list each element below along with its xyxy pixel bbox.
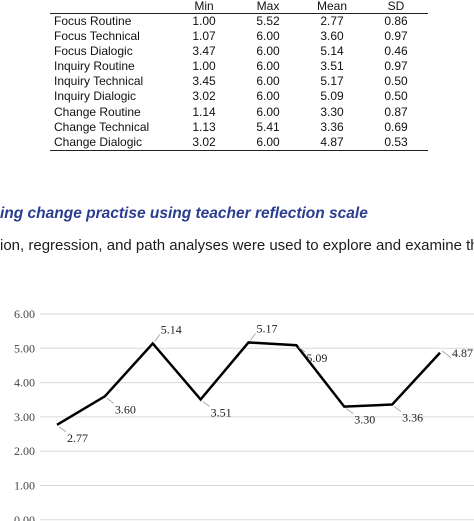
chart-gridlines: [40, 313, 474, 521]
table-row: Change Routine 1.14 6.00 3.30 0.87: [50, 105, 428, 120]
data-label: 3.30: [354, 413, 375, 427]
row-label: Focus Dialogic: [54, 44, 133, 59]
cell: 0.50: [384, 89, 408, 104]
cell: 6.00: [256, 104, 280, 119]
y-tick-label: 4.00: [14, 376, 35, 390]
cell: 0.87: [384, 104, 408, 119]
data-label-leader: [346, 408, 354, 414]
header-cell-min: Min: [172, 0, 236, 14]
data-label-leader: [106, 397, 115, 404]
cell: 5.52: [256, 14, 280, 28]
y-tick-label: 3.00: [14, 410, 35, 424]
data-label: 3.51: [211, 405, 232, 419]
mean-scores-line-chart: 6.00 5.00 4.00 3.00 2.00 1.00 0.00 2.77 3.60 5.1…: [14, 307, 474, 521]
cell: 2.77: [320, 14, 344, 28]
table-header-row: Min Max Mean SD: [50, 0, 428, 14]
cell: 6.00: [256, 89, 280, 104]
data-label-leader: [250, 333, 256, 341]
data-label: 3.36: [402, 411, 423, 425]
cell: 5.41: [256, 119, 280, 134]
cell: 3.30: [320, 104, 344, 119]
row-label: Change Dialogic: [50, 134, 172, 151]
table-row: Focus Technical 1.07 6.00 3.60 0.97: [50, 29, 428, 44]
cell: 1.13: [192, 119, 216, 134]
table-row: Change Technical 1.13 5.41 3.36 0.69: [50, 120, 428, 135]
header-cell-max: Max: [236, 0, 300, 14]
cell: 3.02: [172, 134, 236, 151]
data-label: 4.87: [452, 346, 473, 360]
header-cell-sd: SD: [364, 0, 428, 14]
cell: 3.51: [320, 59, 344, 74]
cell: 0.50: [384, 74, 408, 89]
cell: 3.45: [192, 74, 216, 89]
cell: 4.87: [300, 134, 364, 151]
row-label: Change Technical: [54, 119, 150, 134]
cell: 0.46: [384, 44, 408, 59]
cell: 0.97: [384, 59, 408, 74]
cell: 3.36: [320, 119, 344, 134]
cell: 6.00: [236, 134, 300, 151]
cell: 1.14: [192, 104, 216, 119]
cell: 6.00: [256, 44, 280, 59]
data-label-leader: [298, 346, 306, 353]
descriptive-stats-table: Min Max Mean SD Focus Routine 1.00 5.52 …: [50, 0, 428, 151]
cell: 5.14: [320, 44, 344, 59]
row-label: Focus Routine: [54, 14, 132, 28]
table-row: Focus Routine 1.00 5.52 2.77 0.86: [50, 14, 428, 30]
data-label: 3.60: [115, 402, 136, 416]
header-cell: [50, 0, 172, 14]
data-label: 5.09: [306, 351, 327, 365]
cell: 3.02: [192, 89, 216, 104]
chart-series: [56, 341, 441, 426]
row-label: Inquiry Technical: [54, 74, 144, 89]
cell: 6.00: [256, 59, 280, 74]
data-label: 5.14: [161, 322, 182, 336]
cell: 1.00: [192, 14, 216, 28]
cell: 1.00: [192, 59, 216, 74]
cell: 0.97: [384, 29, 408, 44]
data-label: 2.77: [67, 431, 88, 445]
data-label-leader: [441, 350, 452, 359]
cell: 1.07: [192, 29, 216, 44]
y-tick-label: 1.00: [14, 479, 35, 493]
series-line: [56, 341, 441, 426]
cell: 6.00: [256, 29, 280, 44]
header-cell-mean: Mean: [300, 0, 364, 14]
cell: 3.60: [320, 29, 344, 44]
cell: 5.09: [320, 89, 344, 104]
y-axis-ticks: 6.00 5.00 4.00 3.00 2.00 1.00 0.00: [14, 307, 35, 521]
data-label-leader: [154, 334, 161, 342]
data-label-leader: [202, 401, 210, 407]
table-row: Inquiry Technical 3.45 6.00 5.17 0.50: [50, 74, 428, 89]
table-row: Inquiry Dialogic 3.02 6.00 5.09 0.50: [50, 89, 428, 104]
data-label-leader: [58, 426, 67, 433]
data-labels: 2.77 3.60 5.14 3.51 5.17 5.09 3.30 3.36 4.87: [58, 321, 473, 445]
y-tick-label: 0.00: [14, 513, 35, 521]
body-paragraph: ion, regression, and path analyses were …: [0, 237, 474, 254]
table-row: Change Dialogic 3.02 6.00 4.87 0.53: [50, 134, 428, 151]
cell: 0.86: [384, 14, 408, 28]
row-label: Inquiry Routine: [54, 59, 135, 74]
table-row: Inquiry Routine 1.00 6.00 3.51 0.97: [50, 59, 428, 74]
cell: 5.17: [320, 74, 344, 89]
data-label: 5.17: [257, 321, 278, 335]
y-tick-label: 5.00: [14, 341, 35, 355]
cell: 0.69: [384, 119, 408, 134]
y-tick-label: 2.00: [14, 444, 35, 458]
row-label: Focus Technical: [54, 29, 140, 44]
cell: 3.47: [192, 44, 216, 59]
figure-caption: ing change practise using teacher reflec…: [0, 205, 368, 222]
data-label-leader: [393, 406, 402, 412]
y-tick-label: 6.00: [14, 307, 35, 321]
table-row: Focus Dialogic 3.47 6.00 5.14 0.46: [50, 44, 428, 59]
row-label: Change Routine: [54, 104, 141, 119]
cell: 0.53: [364, 134, 428, 151]
cell: 6.00: [256, 74, 280, 89]
row-label: Inquiry Dialogic: [54, 89, 137, 104]
